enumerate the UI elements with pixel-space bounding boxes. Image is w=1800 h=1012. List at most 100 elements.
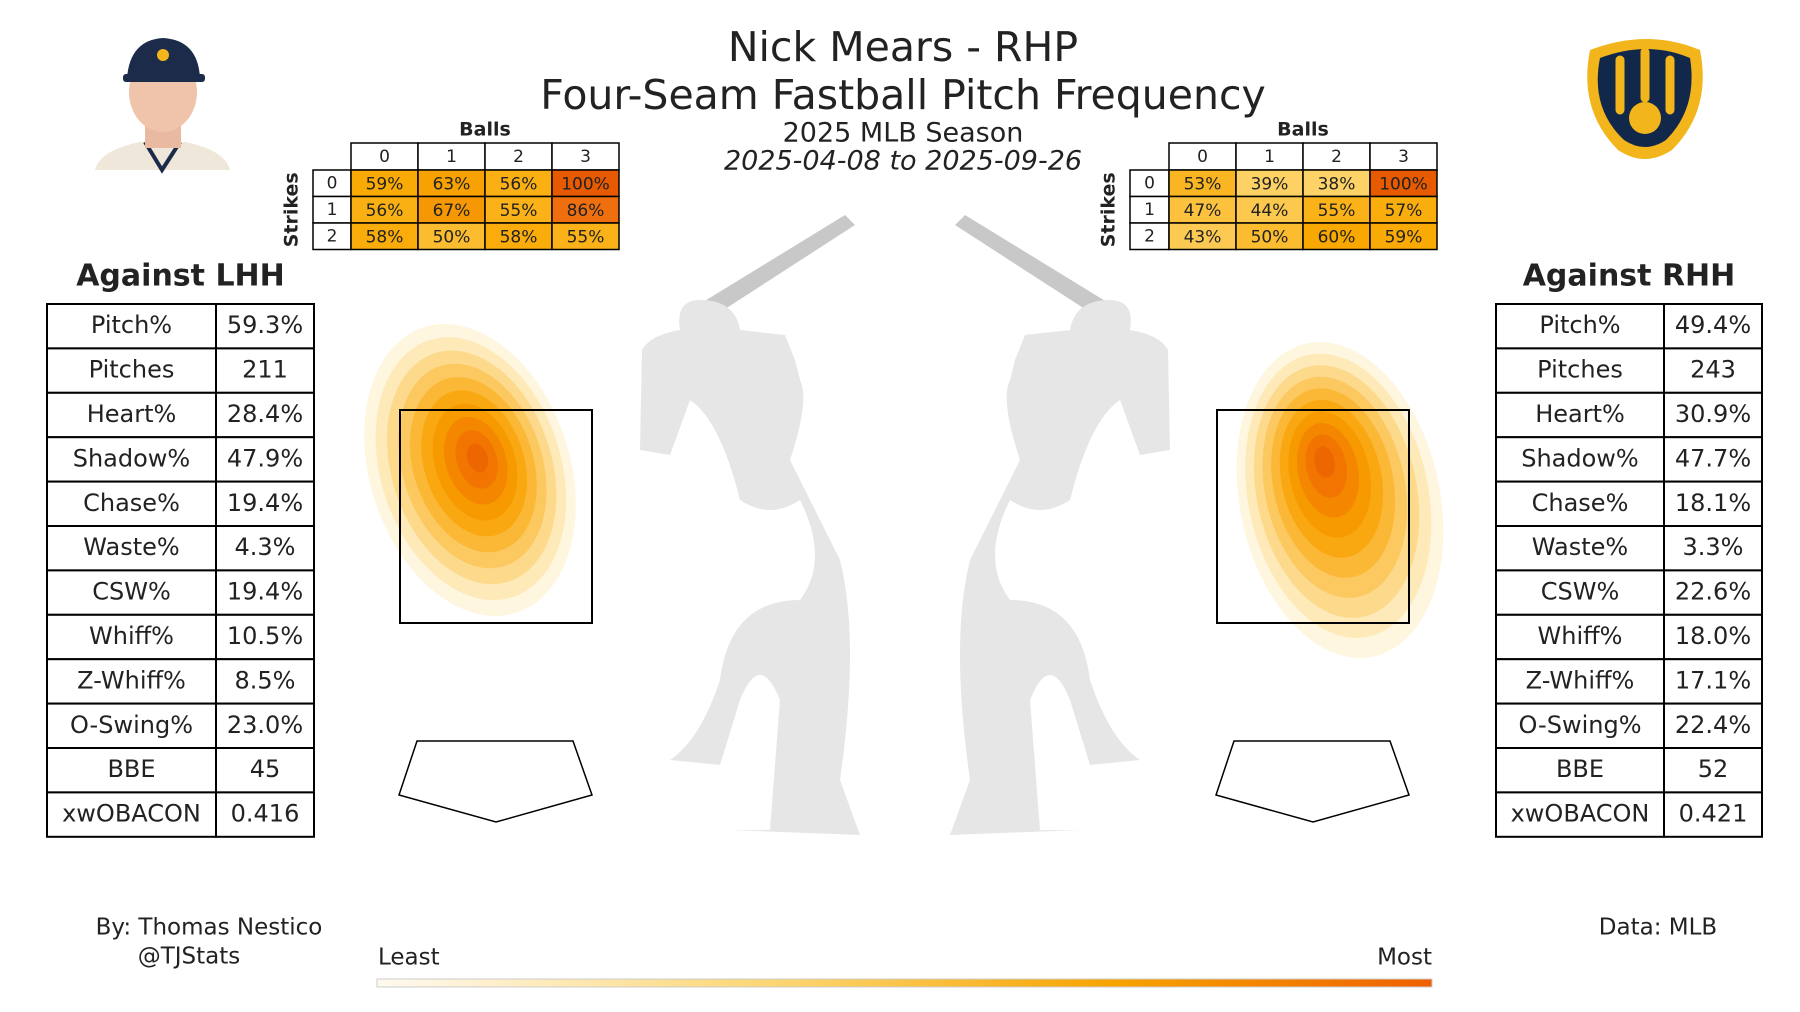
stat-value: 18.1%	[1675, 489, 1751, 517]
header-cell	[417, 142, 486, 171]
stat-label: Z-Whiff%	[1526, 666, 1635, 694]
player-headshot	[95, 38, 230, 174]
count-value: 59%	[1385, 227, 1423, 247]
stat-value: 211	[242, 356, 288, 384]
batter-silhouettes	[640, 215, 1170, 835]
stat-value: 47.7%	[1675, 444, 1751, 472]
heatmaps	[364, 324, 1444, 658]
stat-cell	[46, 436, 217, 483]
header-cell	[1129, 222, 1170, 251]
strikes-label: Strikes	[1098, 172, 1120, 247]
stat-cell	[215, 747, 315, 794]
stat-value: 19.4%	[227, 489, 303, 517]
stat-value: 3.3%	[1683, 533, 1744, 561]
stat-value: 17.1%	[1675, 666, 1751, 694]
stat-label: Pitches	[89, 356, 175, 384]
header-cell	[1302, 142, 1371, 171]
stat-cell	[215, 347, 315, 394]
balls-header: 2	[513, 147, 524, 167]
count-cell	[551, 169, 620, 198]
stat-cell	[215, 480, 315, 528]
stat-value: 19.4%	[227, 578, 303, 606]
stat-label: Waste%	[1532, 533, 1628, 561]
stat-cell	[1495, 480, 1665, 528]
balls-header: 2	[1331, 147, 1342, 167]
balls-header: 3	[1398, 147, 1409, 167]
stat-value: 18.0%	[1675, 622, 1751, 650]
strikes-header: 1	[1144, 200, 1155, 220]
stat-cell	[1663, 436, 1763, 483]
balls-header: 1	[446, 147, 457, 167]
stat-cell	[46, 347, 217, 394]
count-value: 56%	[500, 174, 538, 194]
stat-cell	[46, 658, 217, 705]
count-value: 55%	[1318, 201, 1356, 221]
data-source: Data: MLB	[1599, 915, 1717, 941]
density-contour	[466, 443, 489, 473]
handle: @TJStats	[138, 944, 241, 970]
balls-header: 0	[379, 147, 390, 167]
strikes-header: 0	[1144, 173, 1155, 193]
stat-label: Heart%	[1535, 400, 1625, 428]
stat-cell	[46, 303, 217, 350]
count-value: 60%	[1318, 227, 1356, 247]
home-plate	[1215, 740, 1410, 823]
stat-label: Pitch%	[91, 311, 172, 339]
stat-cell	[1663, 791, 1763, 838]
stat-label: Heart%	[87, 400, 177, 428]
stat-value: 4.3%	[235, 533, 296, 561]
stat-cell	[46, 613, 217, 661]
count-value: 86%	[567, 201, 605, 221]
balls-header: 1	[1264, 147, 1275, 167]
count-value: 100%	[1379, 174, 1428, 194]
strikes-header: 0	[327, 173, 338, 193]
stat-cell	[1663, 303, 1763, 350]
legend-colorbar	[376, 978, 1433, 988]
stat-label: Pitches	[1537, 356, 1623, 384]
count-value: 67%	[433, 201, 471, 221]
stat-value: 47.9%	[227, 444, 303, 472]
stat-cell	[1663, 702, 1763, 749]
home-plate	[398, 740, 593, 823]
stat-label: BBE	[107, 755, 155, 783]
count-value: 50%	[1251, 227, 1289, 247]
header-cell	[312, 222, 352, 251]
stat-value: 8.5%	[235, 666, 296, 694]
count-value: 56%	[366, 201, 404, 221]
count-cell	[1302, 195, 1371, 224]
stat-label: BBE	[1556, 755, 1604, 783]
count-value: 39%	[1251, 174, 1289, 194]
balls-label: Balls	[459, 119, 511, 141]
strikes-header: 1	[327, 200, 338, 220]
count-cell	[551, 195, 620, 224]
stat-cell	[215, 436, 315, 483]
legend-least: Least	[378, 945, 440, 971]
count-value: 43%	[1184, 227, 1222, 247]
season: 2025 MLB Season	[783, 118, 1024, 149]
stat-label: Whiff%	[89, 622, 174, 650]
split-title: Against LHH	[76, 259, 285, 294]
header-cell	[1168, 142, 1237, 171]
stat-value: 28.4%	[227, 400, 303, 428]
count-value: 55%	[567, 227, 605, 247]
stat-value: 59.3%	[227, 311, 303, 339]
stat-value: 243	[1690, 356, 1736, 384]
stat-cell	[215, 658, 315, 705]
stat-cell	[1663, 569, 1763, 616]
count-value: 57%	[1385, 201, 1423, 221]
stat-cell	[1495, 791, 1665, 838]
count-value: 59%	[366, 174, 404, 194]
stat-label: Pitch%	[1539, 311, 1620, 339]
header-cell	[1369, 142, 1438, 171]
strike-zone	[1216, 409, 1410, 624]
stat-label: CSW%	[1541, 578, 1620, 606]
stat-cell	[215, 525, 315, 572]
stat-cell	[1663, 391, 1763, 439]
subtitle: Four-Seam Fastball Pitch Frequency	[540, 71, 1266, 119]
split-title: Against RHH	[1523, 259, 1736, 294]
count-cell	[1168, 169, 1237, 198]
stat-cell	[1663, 347, 1763, 394]
stat-label: Shadow%	[1521, 444, 1639, 472]
stat-label: O-Swing%	[1519, 711, 1642, 739]
count-value: 38%	[1318, 174, 1356, 194]
